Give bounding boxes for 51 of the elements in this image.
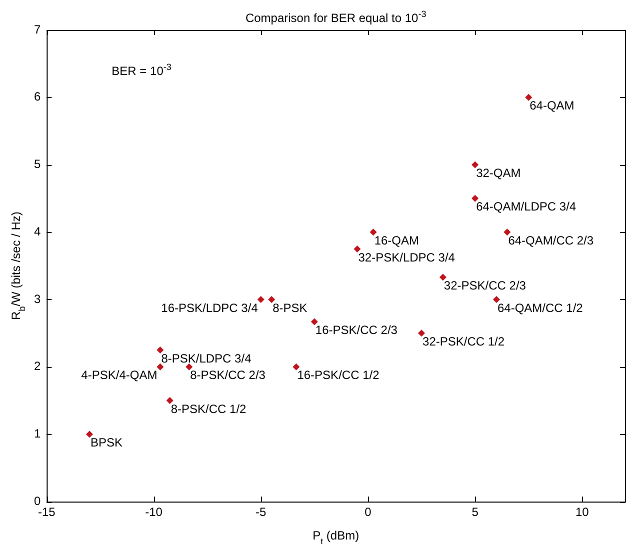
annotation: 8-PSK/CC 2/3 [190,368,266,382]
annotation: 16-PSK/LDPC 3/4 [161,300,258,315]
annotation: 32-PSK/CC 2/3 [444,278,526,293]
point [86,430,94,438]
y-tick-label: 3 [34,292,41,306]
annotation: 64-QAM/CC 1/2 [497,300,584,315]
annotation: 8-PSK [272,300,308,315]
annotation: 16-PSK/CC 2/3 [315,323,398,338]
annotation: 8-PSK/LDPC 3/4 [161,351,252,366]
y-tick-label: 4 [34,224,41,238]
point [504,228,511,236]
y-tick-label: 5 [34,157,41,172]
annotation: 4-PSK/4-QAM [81,368,158,382]
point [257,296,264,303]
x-tick-label: -15 [38,505,56,520]
point [525,94,532,101]
x-tick-label: -10 [145,505,163,520]
x-tick-label: -5 [256,505,267,520]
x-tick-label: 5 [472,505,479,520]
annotation: 64-QAM/CC 2/3 [508,233,594,248]
annotation: 16-QAM [374,233,420,248]
point [268,296,276,303]
x-tick-label: 0 [364,505,372,520]
annotation: 16-PSK/CC 1/2 [297,368,380,382]
point [186,363,193,370]
point [370,228,377,236]
y-tick-label: 7 [34,22,41,36]
annotation: 32-PSK/LDPC 3/4 [358,250,456,264]
y-tick-label: 0 [34,494,41,508]
annotation: 32-QAM [476,166,521,180]
y-tick-label: 6 [34,90,41,104]
point [354,245,361,252]
point [292,363,300,370]
point [492,296,500,303]
y-tick-label: 2 [34,359,41,374]
annotation: 64-QAM [530,98,574,113]
annotation: 64-QAM/LDPC 3/4 [476,200,576,214]
point [156,346,164,354]
point [472,161,479,168]
annotation: BPSK [90,436,123,450]
point [166,397,174,404]
y-tick-label: 1 [34,426,41,441]
y-axis-title: Rb/W (bits /sec / Hz) [9,212,27,320]
annotation: 32-PSK/CC 1/2 [422,334,505,348]
point [439,274,446,281]
point [472,194,479,202]
annotation: 8-PSK/CC 1/2 [170,402,247,416]
x-tick-label: 10 [575,505,590,520]
point [310,318,318,326]
point [418,330,426,337]
point [156,363,164,370]
